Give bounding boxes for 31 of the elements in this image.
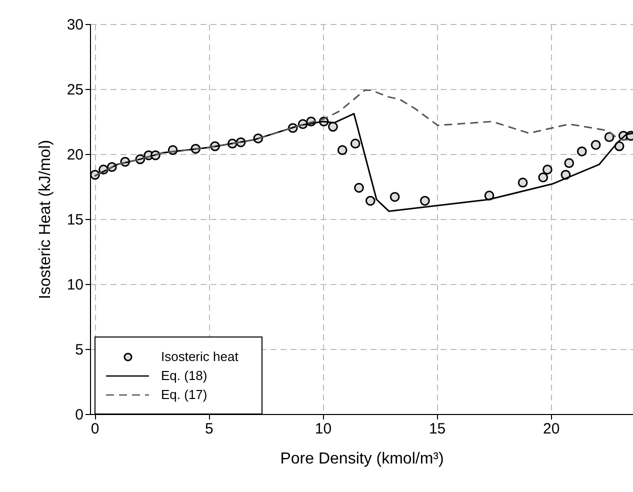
point (542, 164, 552, 175)
point (337, 145, 348, 156)
y-tick-label: 0 (75, 406, 84, 424)
x-tick-label: 5 (204, 420, 214, 438)
point (604, 132, 614, 142)
x-tick-label: 0 (90, 420, 100, 438)
x-tick-label: 20 (543, 420, 560, 438)
y-tick-label: 15 (66, 212, 84, 228)
point (590, 140, 601, 150)
legend-label: Isosteric heat (161, 349, 239, 364)
y-tick-label: 30 (66, 16, 84, 34)
x-tick-label: 15 (428, 420, 446, 438)
y-tick-label: 5 (75, 342, 84, 358)
point (420, 196, 430, 206)
y-axis-title: Isosteric Heat (kJ/mol) (36, 140, 54, 300)
x-tick-label: 10 (314, 420, 332, 438)
point (328, 122, 338, 132)
point (350, 138, 360, 149)
point (365, 196, 376, 206)
point (354, 182, 364, 193)
point (518, 178, 528, 188)
point (390, 192, 400, 202)
x-axis-title: Pore Density (kmol/m³) (280, 450, 444, 468)
point (538, 172, 548, 182)
y-tick-label: 20 (66, 146, 84, 164)
y-tick-label: 25 (66, 82, 84, 98)
legend-label: Eq. (17) (161, 387, 208, 402)
point (576, 146, 587, 156)
legend-label: Eq. (18) (161, 368, 208, 383)
point (564, 158, 574, 168)
y-tick-label: 10 (66, 276, 84, 294)
